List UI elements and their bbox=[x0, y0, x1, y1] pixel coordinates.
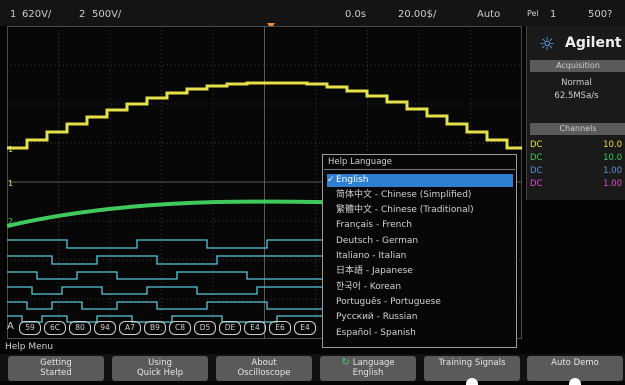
bus-value: C8 bbox=[169, 321, 191, 335]
checkmark-icon: ✓ bbox=[327, 174, 336, 187]
info-panel: ☼ Agilent Acquisition Normal 62.5MSa/s C… bbox=[526, 26, 625, 200]
menu-item-label: Italiano - Italian bbox=[336, 251, 406, 261]
menu-item-italian[interactable]: Italiano - Italian bbox=[327, 250, 513, 263]
bus-value: B9 bbox=[144, 321, 166, 335]
help-language-menu: Help Language ✓English 简体中文 - Chinese (S… bbox=[322, 154, 517, 348]
menu-item-german[interactable]: Deutsch - German bbox=[327, 235, 513, 248]
channel-coupling: DC bbox=[530, 153, 542, 163]
menu-item-label: 한국어 - Korean bbox=[336, 282, 401, 292]
trigger-flag: Pel bbox=[527, 9, 539, 18]
menu-item-chinese-simplified[interactable]: 简体中文 - Chinese (Simplified) bbox=[327, 189, 513, 202]
softkey-sublabel: Started bbox=[8, 368, 104, 378]
menu-divider bbox=[324, 169, 515, 170]
auto-demo-button[interactable]: Auto Demo bbox=[527, 356, 623, 381]
menu-item-label: Português - Portuguese bbox=[336, 297, 441, 307]
channel-scale: 1.00 bbox=[603, 166, 622, 176]
ch1-scale: 620V/ bbox=[22, 9, 51, 20]
menu-item-label: Français - French bbox=[336, 220, 412, 230]
delay-value: 0.0s bbox=[345, 9, 366, 20]
trigger-level: 500? bbox=[588, 9, 612, 20]
ch2-scale: 500V/ bbox=[92, 9, 121, 20]
bus-value: 80 bbox=[69, 321, 91, 335]
channel-coupling: DC bbox=[530, 140, 542, 150]
channels-header: Channels bbox=[530, 123, 625, 135]
brand-logo: ☼ Agilent bbox=[527, 26, 625, 60]
softkey-bar: Getting Started Using Quick Help About O… bbox=[0, 354, 625, 381]
menu-item-label: English bbox=[336, 175, 369, 185]
language-button[interactable]: ↻ Language English bbox=[320, 356, 416, 381]
channel-row[interactable]: DC 1.00 bbox=[530, 166, 624, 177]
ch2-number: 2 bbox=[79, 9, 85, 20]
menu-item-russian[interactable]: Русский - Russian bbox=[327, 311, 513, 324]
menu-item-korean[interactable]: 한국어 - Korean bbox=[327, 281, 513, 294]
bus-value: 59 bbox=[19, 321, 41, 335]
channel-coupling: DC bbox=[530, 166, 542, 176]
bus-value: D5 bbox=[194, 321, 216, 335]
timebase-value: 20.00$/ bbox=[398, 9, 436, 20]
channel-scale: 10.0 bbox=[603, 153, 622, 163]
acquisition-header: Acquisition bbox=[530, 60, 625, 72]
menu-item-label: 日本語 - Japanese bbox=[336, 266, 413, 276]
softkey-sublabel: Oscilloscope bbox=[216, 368, 312, 378]
softkey-menu-title: Help Menu bbox=[5, 342, 53, 352]
about-oscilloscope-button[interactable]: About Oscilloscope bbox=[216, 356, 312, 381]
acquisition-mode: Normal bbox=[527, 78, 625, 88]
menu-item-label: Deutsch - German bbox=[336, 236, 418, 246]
menu-item-label: 简体中文 - Chinese (Simplified) bbox=[336, 190, 471, 200]
svg-text:1: 1 bbox=[8, 145, 13, 154]
sun-icon: ☼ bbox=[539, 34, 555, 55]
getting-started-button[interactable]: Getting Started bbox=[8, 356, 104, 381]
using-quick-help-button[interactable]: Using Quick Help bbox=[112, 356, 208, 381]
svg-text:2: 2 bbox=[8, 217, 13, 226]
status-bar: 1 620V/ 2 500V/ 0.0s 20.00$/ Auto Pel 1 … bbox=[0, 0, 625, 26]
softkey-sublabel: English bbox=[320, 368, 416, 378]
channel-scale: 1.00 bbox=[603, 179, 622, 189]
menu-item-portuguese[interactable]: Português - Portuguese bbox=[327, 296, 513, 309]
bus-label: A bbox=[7, 321, 14, 332]
channel-scale: 10.0 bbox=[603, 140, 622, 150]
brand-name: Agilent bbox=[565, 35, 622, 51]
acquisition-rate: 62.5MSa/s bbox=[527, 91, 625, 101]
submenu-indicator-icon bbox=[569, 378, 581, 385]
menu-item-english[interactable]: ✓English bbox=[327, 174, 513, 187]
softkey-label: Language bbox=[353, 358, 395, 368]
menu-item-label: Español - Spanish bbox=[336, 328, 416, 338]
menu-item-french[interactable]: Français - French bbox=[327, 219, 513, 232]
trigger-mode: Auto bbox=[477, 9, 500, 20]
bus-value: A7 bbox=[119, 321, 141, 335]
channel-row[interactable]: DC 10.0 bbox=[530, 140, 624, 151]
rotate-icon: ↻ bbox=[341, 357, 349, 368]
softkey-label: Training Signals bbox=[439, 358, 506, 368]
bus-value: DE bbox=[219, 321, 241, 335]
softkey-sublabel: Quick Help bbox=[112, 368, 208, 378]
training-signals-button[interactable]: Training Signals bbox=[424, 356, 520, 381]
bus-value: 94 bbox=[94, 321, 116, 335]
softkey-label: Getting bbox=[40, 358, 72, 368]
channel-coupling: DC bbox=[530, 179, 542, 189]
submenu-indicator-icon bbox=[466, 378, 478, 385]
menu-item-japanese[interactable]: 日本語 - Japanese bbox=[327, 265, 513, 278]
softkey-label: Using bbox=[148, 358, 172, 368]
menu-item-spanish[interactable]: Español - Spanish bbox=[327, 327, 513, 340]
menu-item-label: 繁體中文 - Chinese (Traditional) bbox=[336, 205, 474, 215]
bus-value: 6C bbox=[44, 321, 66, 335]
menu-title: Help Language bbox=[328, 157, 392, 167]
bus-value: E4 bbox=[244, 321, 266, 335]
softkey-label: Auto Demo bbox=[551, 358, 599, 368]
svg-text:1: 1 bbox=[8, 179, 13, 188]
menu-item-chinese-traditional[interactable]: 繁體中文 - Chinese (Traditional) bbox=[327, 204, 513, 217]
ch1-number: 1 bbox=[10, 9, 16, 20]
bus-value: E4 bbox=[294, 321, 316, 335]
bus-value: E6 bbox=[269, 321, 291, 335]
trigger-source: 1 bbox=[550, 9, 556, 20]
softkey-label: About bbox=[251, 358, 276, 368]
channel-row[interactable]: DC 1.00 bbox=[530, 179, 624, 190]
channel-row[interactable]: DC 10.0 bbox=[530, 153, 624, 164]
menu-item-label: Русский - Russian bbox=[336, 312, 417, 322]
